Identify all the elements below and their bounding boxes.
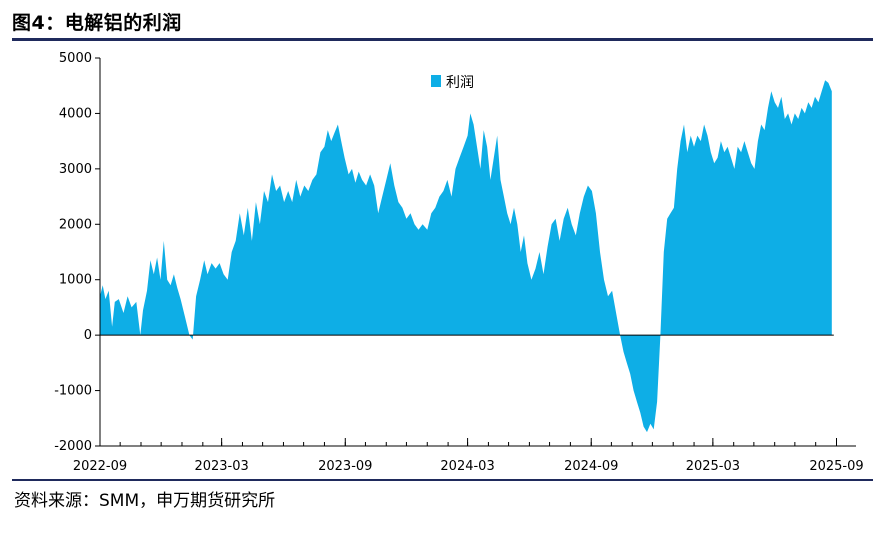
legend-swatch [431,75,441,87]
x-tick-label: 2025-09 [809,459,863,474]
axis-layer: -2000 -1000 0 1000 2000 3000 4000 5000 2022-09 20… [54,51,863,474]
x-tick-label: 2023-03 [194,459,248,474]
y-tick-label: 2000 [59,217,92,232]
y-tick-label: 5000 [59,51,92,66]
x-tick-label: 2023-09 [318,459,372,474]
plot-layer [100,80,832,433]
y-tick-label: -1000 [54,384,92,399]
legend: 利润 [431,75,474,91]
x-tick-label: 2024-09 [564,459,618,474]
figure-title: 图4：电解铝的利润 [12,12,182,34]
source-note: 资料来源：SMM，申万期货研究所 [14,491,276,511]
y-tick-label: 3000 [59,162,92,177]
series-area-profit [100,80,832,433]
y-tick-label: 0 [84,328,92,343]
y-tick-label: 1000 [59,273,92,288]
legend-label: 利润 [446,75,474,91]
source-rule [12,479,873,481]
x-tick-label: 2025-03 [686,459,740,474]
y-tick-label: -2000 [54,439,92,454]
title-rule [12,38,873,41]
x-tick-label: 2022-09 [73,459,127,474]
x-tick-label: 2024-03 [440,459,494,474]
y-tick-label: 4000 [59,106,92,121]
